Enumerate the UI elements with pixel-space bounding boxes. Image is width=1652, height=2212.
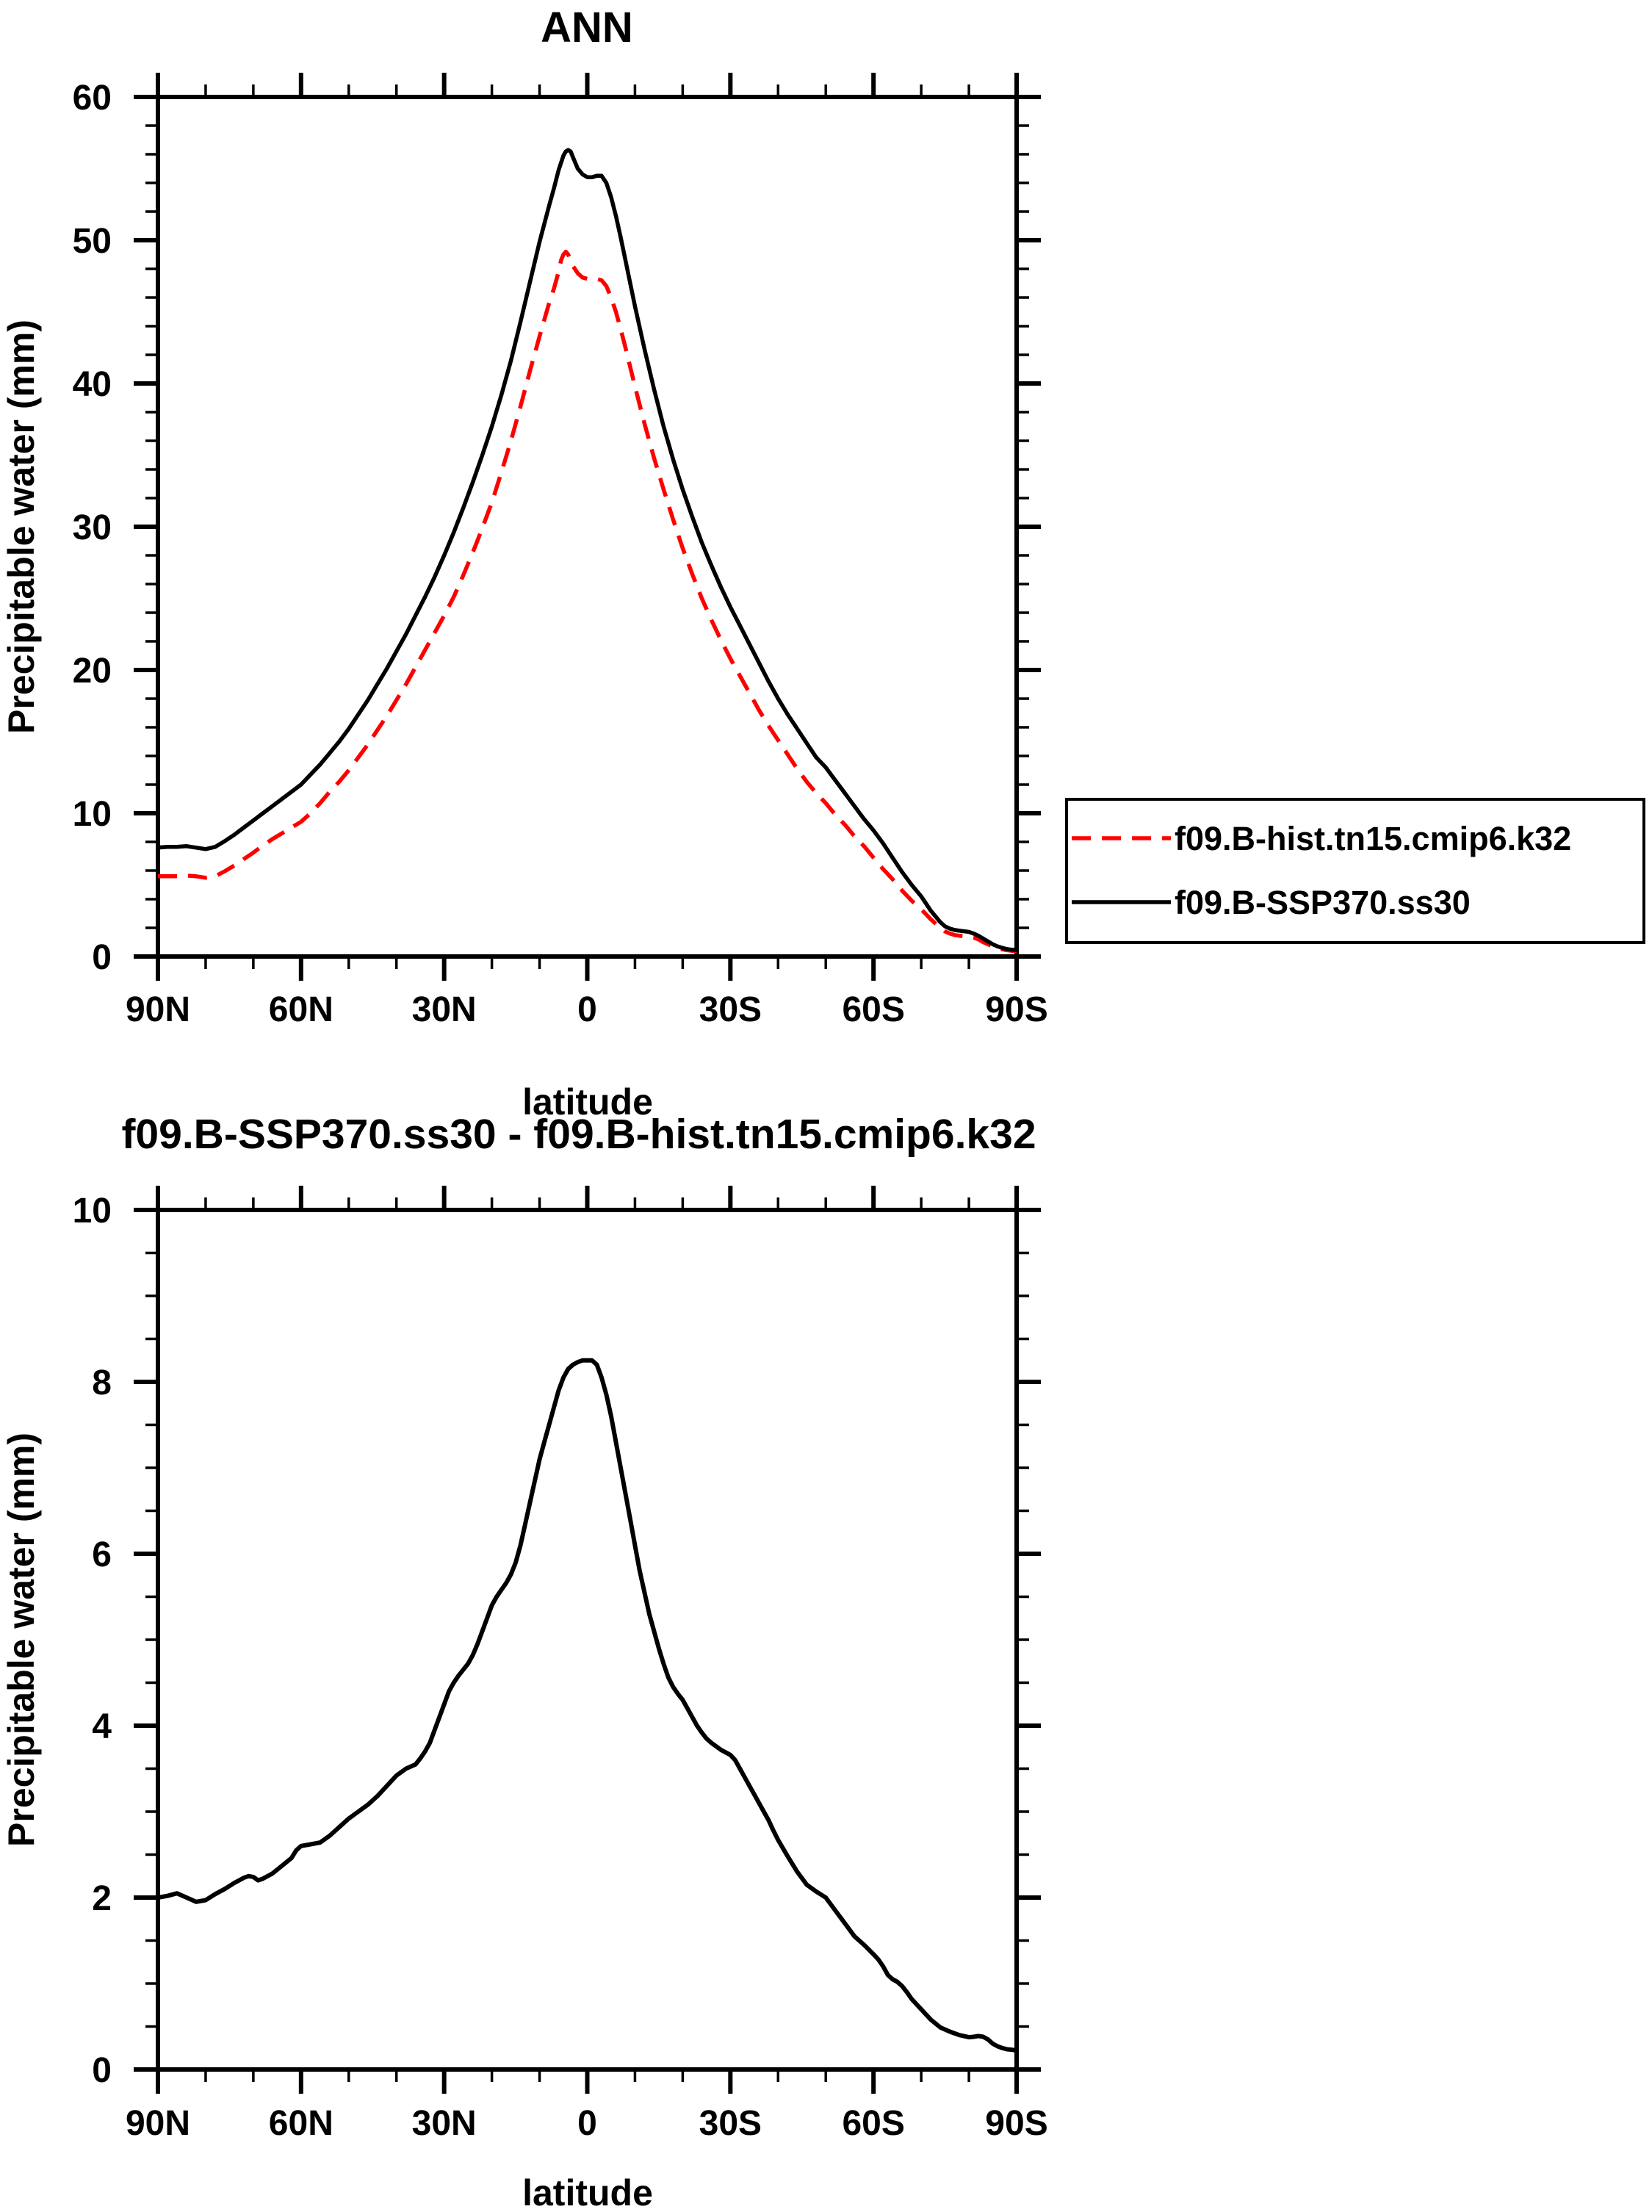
x-tick-label: 90S [985,2104,1047,2143]
bottom-chart-curves [157,1358,1017,2053]
legend-box [1065,798,1645,944]
legend-label-ssp: f09.B-SSP370.ss30 [1175,884,1471,921]
legend-label-hist: f09.B-hist.tn15.cmip6.k32 [1175,820,1571,857]
y-tick-label: 20 [73,652,112,691]
y-tick-label: 50 [73,222,112,261]
series-line-solid [157,1358,1017,2053]
y-tick-label: 40 [73,365,112,404]
y-tick-label: 8 [92,1363,112,1402]
x-tick-label: 30N [412,990,477,1029]
x-tick-label: 0 [577,990,597,1029]
bottom-chart-title: f09.B-SSP370.ss30 - f09.B-hist.tn15.cmip… [121,1111,1036,1158]
x-tick-label: 60N [269,2104,333,2143]
top-chart-y-axis-title: Precipitable water (mm) [1,320,42,734]
x-tick-label: 30S [699,990,762,1029]
plot-frame [156,95,1019,959]
bottom-chart-x-axis-title: latitude [522,2172,653,2212]
y-tick-label: 0 [92,2051,112,2090]
top-chart-curves [157,148,1017,954]
x-tick-label: 0 [577,2104,597,2143]
top-chart-axes: 90N 60N 30N 0 30S 60S 90S 0 10 20 30 40 50 60 [73,73,1048,1029]
x-tick-label: 60N [269,990,333,1029]
x-tick-label: 30S [699,2104,762,2143]
top-chart-title: ANN [541,4,633,51]
bottom-chart-y-axis-title: Precipitable water (mm) [1,1433,42,1847]
legend: f09.B-hist.tn15.cmip6.k32 f09.B-SSP370.s… [1065,798,1645,944]
series-line-solid [157,148,1017,952]
y-tick-label: 10 [73,1192,112,1231]
x-tick-label: 90S [985,990,1047,1029]
y-tick-label: 2 [92,1879,112,1918]
y-tick-label: 30 [73,508,112,547]
y-tick-label: 0 [92,938,112,977]
y-tick-label: 4 [92,1707,112,1746]
x-tick-label: 30N [412,2104,477,2143]
series-line-dashed [158,249,1017,954]
bottom-chart-axes: 90N 60N 30N 0 30S 60S 90S 0 2 4 6 8 10 [73,1186,1048,2143]
x-tick-label: 60S [842,2104,904,2143]
y-tick-label: 6 [92,1535,112,1574]
x-tick-label: 60S [842,990,904,1029]
plot-frame [156,1208,1019,2072]
y-tick-label: 60 [73,79,112,118]
x-tick-label: 90N [126,2104,190,2143]
y-tick-label: 10 [73,795,112,834]
x-tick-label: 90N [126,990,190,1029]
top-chart-x-axis-title: latitude [522,1081,653,1123]
